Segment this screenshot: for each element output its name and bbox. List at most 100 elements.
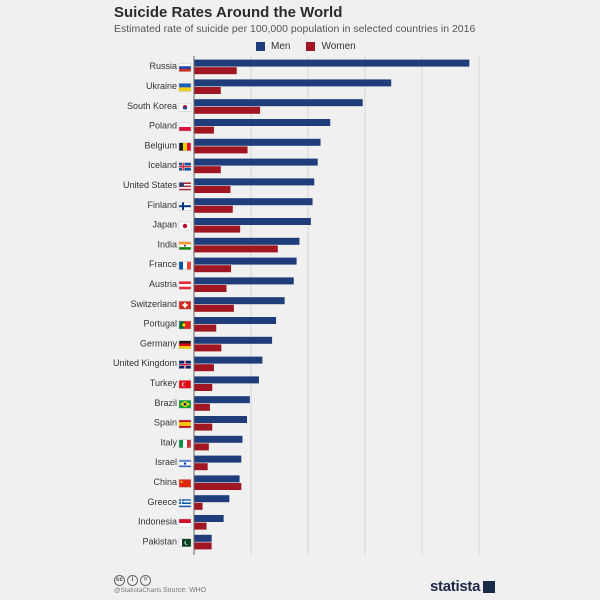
x-tick-label: 0	[191, 559, 196, 560]
bar-men	[194, 79, 392, 87]
bar-women	[194, 186, 231, 193]
country-label: Pakistan	[142, 536, 177, 546]
statista-logo[interactable]: statista	[430, 578, 496, 595]
bar-men	[194, 416, 248, 423]
iceland-flag-icon	[178, 162, 192, 171]
bar-men	[194, 495, 230, 503]
legend-swatch-men	[256, 42, 265, 51]
bar-men	[194, 218, 311, 225]
x-tick-label: 40	[417, 559, 427, 560]
bar-men	[194, 178, 315, 186]
country-label: Indonesia	[138, 517, 177, 527]
x-tick-label: 20	[303, 559, 313, 560]
brazil-flag-icon	[178, 400, 192, 409]
bar-chart: 0 10 20 30 40 50 Russia Ukraine South Korea Polan…	[113, 56, 484, 560]
chart-title: Suicide Rates Around the World	[114, 4, 343, 21]
bar-men	[194, 534, 212, 542]
x-tick-label: 30	[360, 559, 370, 560]
spain-flag-icon	[178, 419, 192, 429]
country-label: France	[149, 259, 177, 269]
bar-men	[194, 336, 273, 344]
russia-flag-icon	[178, 63, 192, 72]
country-label: Belgium	[144, 140, 177, 150]
bar-men	[194, 158, 318, 166]
bar-men	[194, 396, 250, 404]
statista-logo-mark-icon	[483, 580, 496, 593]
bar-men	[194, 277, 294, 285]
united-kingdom-flag-icon	[178, 360, 192, 369]
bar-women	[194, 87, 221, 94]
bar-women	[194, 522, 207, 530]
legend-label-women: Women	[321, 41, 356, 52]
switzerland-flag-icon	[178, 301, 192, 310]
bar-men	[194, 317, 277, 324]
nd-icon: =	[140, 575, 151, 586]
italy-flag-icon	[178, 439, 192, 448]
bar-women	[194, 542, 212, 550]
country-label: Russia	[149, 61, 177, 71]
bar-women	[194, 344, 222, 352]
legend: Men Women	[256, 41, 372, 52]
country-label: Ukraine	[146, 81, 177, 91]
country-label: Japan	[152, 220, 177, 230]
country-label: Germany	[140, 338, 178, 348]
bar-women	[194, 384, 213, 391]
bar-women	[194, 205, 233, 213]
greece-flag-icon	[178, 499, 192, 508]
bar-men	[194, 515, 224, 522]
chart-subtitle: Estimated rate of suicide per 100,000 po…	[114, 23, 476, 35]
austria-flag-icon	[178, 281, 192, 290]
israel-flag-icon	[178, 459, 192, 468]
country-label: Brazil	[154, 398, 177, 408]
belgium-flag-icon	[178, 142, 192, 152]
country-label: India	[157, 239, 177, 249]
germany-flag-icon	[178, 340, 192, 349]
portugal-flag-icon	[178, 320, 192, 330]
bar-women	[194, 463, 208, 471]
bar-women	[194, 106, 261, 114]
license-icons: cc i =	[114, 575, 153, 586]
finland-flag-icon	[178, 201, 192, 211]
legend-label-men: Men	[271, 41, 291, 52]
bar-men	[194, 475, 240, 483]
bar-men	[194, 99, 363, 107]
country-label: Poland	[149, 121, 177, 131]
brand-name: statista	[430, 578, 481, 595]
indonesia-flag-icon	[178, 518, 192, 528]
bar-men	[194, 198, 313, 206]
bar-men	[194, 455, 242, 463]
twitter-handle: @StatistaCharts	[114, 587, 162, 594]
country-label: United Kingdom	[113, 358, 177, 368]
bar-men	[194, 59, 470, 67]
legend-item-women: Women	[306, 41, 356, 52]
x-tick-label: 10	[246, 559, 256, 560]
country-label: Switzerland	[130, 299, 177, 309]
bar-men	[194, 119, 331, 126]
bar-women	[194, 403, 210, 411]
bar-women	[194, 285, 227, 292]
country-label: China	[153, 477, 177, 487]
country-label: Spain	[154, 418, 177, 428]
poland-flag-icon	[178, 122, 192, 132]
bar-men	[194, 356, 263, 364]
bar-men	[194, 257, 297, 265]
bar-women	[194, 146, 248, 154]
bar-men	[194, 297, 285, 305]
x-tick-label: 50	[474, 559, 484, 560]
turkey-flag-icon	[178, 380, 192, 389]
japan-flag-icon	[178, 221, 192, 231]
legend-item-men: Men	[256, 41, 290, 52]
country-label: Finland	[147, 200, 177, 210]
pakistan-flag-icon	[178, 538, 192, 547]
united-states-flag-icon	[178, 182, 192, 191]
bar-women	[194, 245, 278, 253]
bar-women	[194, 483, 242, 490]
france-flag-icon	[178, 261, 192, 270]
bar-women	[194, 324, 217, 332]
bar-women	[194, 423, 213, 431]
country-label: Portugal	[143, 319, 177, 329]
bar-women	[194, 166, 221, 174]
bar-men	[194, 237, 300, 245]
cc-icon: cc	[114, 575, 125, 586]
bar-women	[194, 304, 234, 312]
